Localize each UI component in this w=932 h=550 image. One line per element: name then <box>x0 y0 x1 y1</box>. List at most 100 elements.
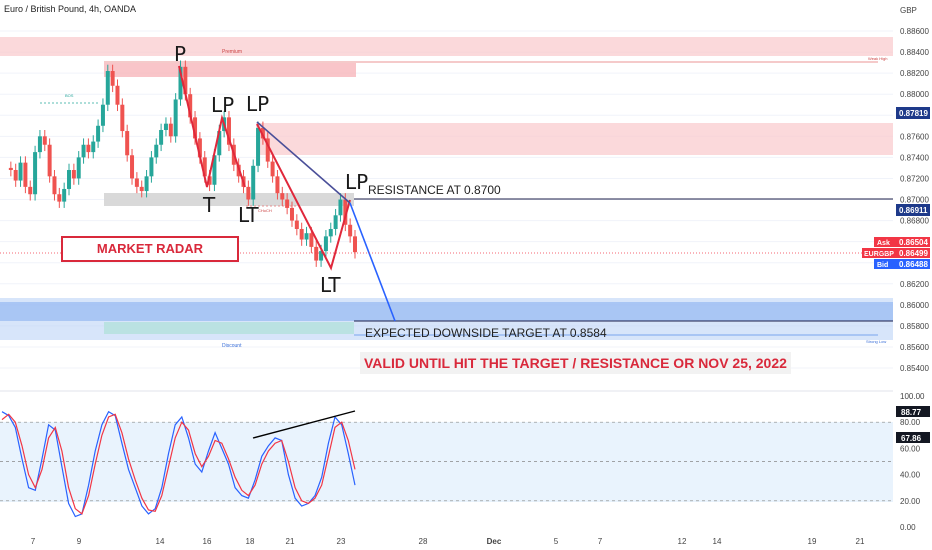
premium-zone <box>0 37 893 56</box>
candle-body <box>86 144 91 153</box>
candle-body <box>52 176 57 195</box>
candle-body <box>168 123 173 137</box>
price-tick: 0.88600 <box>900 27 929 36</box>
svg-text:Bid: Bid <box>877 262 888 269</box>
level-tag: 0.86911 <box>896 204 930 216</box>
oscillator-band <box>0 422 893 502</box>
time-tick: 5 <box>554 537 559 546</box>
pattern-down-line <box>256 123 351 271</box>
candle-body <box>226 117 231 145</box>
time-tick: Dec <box>487 537 502 546</box>
projection-line <box>349 202 396 322</box>
target-annotation: EXPECTED DOWNSIDE TARGET AT 0.8584 <box>365 326 607 340</box>
candle-body <box>285 199 290 208</box>
time-tick: 7 <box>598 537 603 546</box>
candle-body <box>256 127 261 166</box>
candle-body <box>323 236 328 252</box>
price-tick: 0.87600 <box>900 132 929 141</box>
resistance-annotation: RESISTANCE AT 0.8700 <box>368 183 501 197</box>
candle-body <box>149 157 154 177</box>
candle-body <box>154 144 159 158</box>
price-tick: 0.88000 <box>900 90 929 99</box>
time-tick: 19 <box>808 537 817 546</box>
candle-body <box>115 85 120 105</box>
candle-body <box>37 136 42 153</box>
candle-body <box>130 155 135 179</box>
candle-body <box>139 186 144 192</box>
osc-d-line <box>1 413 356 515</box>
osc-tick: 80.00 <box>900 418 921 427</box>
candle-body <box>183 66 188 95</box>
candle-body <box>159 129 164 145</box>
strong-low-label: Strong Low <box>866 339 886 344</box>
price-tick: 0.87200 <box>900 174 929 183</box>
label-lt-1: LT <box>238 203 259 227</box>
candle-body <box>125 131 130 156</box>
candle-body <box>309 233 314 247</box>
candle-body <box>333 215 338 229</box>
weak-high-label: Weak High <box>868 56 888 61</box>
candle-body <box>328 228 333 237</box>
price-tick: 0.85600 <box>900 343 929 352</box>
candle-body <box>28 186 33 195</box>
svg-text:Ask: Ask <box>877 240 890 247</box>
chart-title: Euro / British Pound, 4h, OANDA <box>4 4 137 14</box>
candle-body <box>251 165 256 200</box>
osc-k-tag: 88.77 <box>896 406 930 417</box>
candle-body <box>207 176 212 185</box>
candle-body <box>134 178 139 187</box>
time-tick: 9 <box>77 537 82 546</box>
time-tick: 18 <box>246 537 255 546</box>
candle-body <box>71 170 76 179</box>
candle-body <box>197 138 202 158</box>
osc-tick: 0.00 <box>900 523 916 532</box>
candle-body <box>163 123 168 130</box>
label-lt-2: LT <box>320 273 341 297</box>
candle-body <box>18 162 23 181</box>
candle-body <box>62 188 67 202</box>
osc-d-tag: 67.86 <box>896 432 930 443</box>
price-tick: 0.88200 <box>900 69 929 78</box>
svg-text:EURGBP: EURGBP <box>864 251 894 258</box>
candle-body <box>348 224 353 237</box>
svg-text:0.86504: 0.86504 <box>899 238 928 247</box>
price-tick: 0.85400 <box>900 364 929 373</box>
ask-tag: Ask 0.86504 <box>874 237 930 247</box>
divergence-line <box>252 410 356 439</box>
discount-label: Discount <box>222 343 242 349</box>
candle-body <box>193 117 198 139</box>
price-tick: 0.86200 <box>900 280 929 289</box>
candle-body <box>353 236 357 253</box>
supply-zone <box>256 123 893 155</box>
candle-body <box>76 157 81 179</box>
osc-tick: 60.00 <box>900 444 921 453</box>
price-axis[interactable]: 0.886000.884000.882000.880000.878000.876… <box>900 27 929 373</box>
candle-body <box>96 125 101 142</box>
bid-tag: Bid 0.86488 <box>874 259 930 269</box>
osc-tick: 40.00 <box>900 471 921 480</box>
svg-text:0.86488: 0.86488 <box>899 260 928 269</box>
discount-deep-zone <box>0 302 893 321</box>
price-tick: 0.85800 <box>900 322 929 331</box>
time-tick: 28 <box>419 537 428 546</box>
premium-inner-zone <box>104 63 356 77</box>
candle-body <box>178 66 183 100</box>
discount-teal-zone <box>104 322 354 334</box>
label-p: P <box>174 42 186 66</box>
time-tick: 7 <box>31 537 36 546</box>
oscillator-series <box>1 410 356 518</box>
candle-body <box>144 176 149 192</box>
candle-body <box>57 194 62 202</box>
candle-body <box>91 141 96 153</box>
candle-body <box>299 228 304 240</box>
candle-body <box>81 144 86 158</box>
oscillator-axis[interactable]: 100.00 80.00 60.00 40.00 20.00 0.00 <box>900 392 925 532</box>
candle-body <box>173 99 178 137</box>
time-axis[interactable]: 7 9 14 16 18 21 23 28 Dec 5 7 12 14 19 21 <box>31 537 865 546</box>
premium-label: Premium <box>222 49 242 55</box>
time-tick: 23 <box>337 537 346 546</box>
candle-body <box>260 127 265 139</box>
label-lp-3: LP <box>345 170 368 194</box>
candle-body <box>120 104 125 132</box>
